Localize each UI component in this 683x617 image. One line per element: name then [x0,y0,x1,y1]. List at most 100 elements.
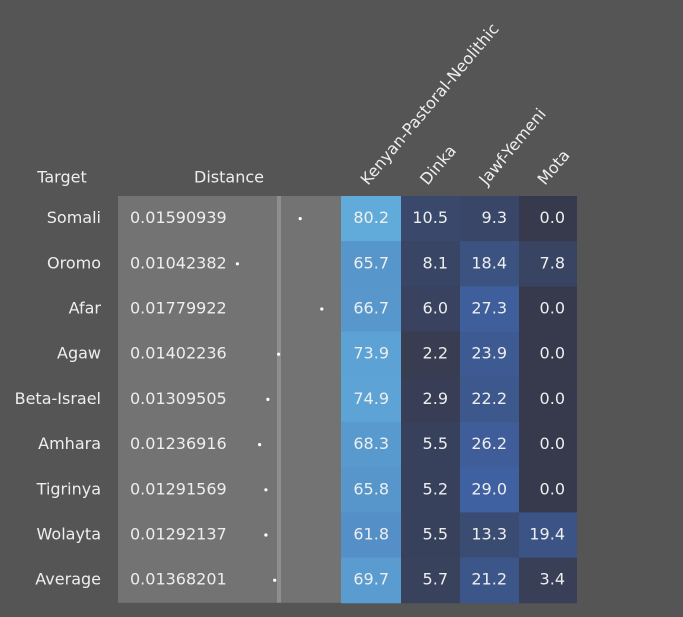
cell-value: 5.2 [423,479,448,498]
heatmap-cell [341,331,401,378]
heatmap-cell [401,286,460,333]
cell-value: 61.8 [353,525,389,544]
heatmap-cell [341,467,401,513]
heatmap-cell [519,376,577,423]
cell-value: 2.9 [423,389,448,408]
cell-value: 0.0 [540,434,565,453]
cell-value: 65.8 [353,479,389,498]
cell-value: 2.2 [423,344,448,363]
heatmap-cell [341,557,401,604]
cell-value: 68.3 [353,434,389,453]
cell-value: 13.3 [471,525,507,544]
distance-value: 0.01236916 [130,434,227,453]
cell-value: 69.7 [353,570,389,589]
distance-divider [277,196,281,603]
distance-value: 0.01779922 [130,299,227,318]
distance-dot [264,533,268,537]
heatmap-cell [401,422,460,468]
distance-value: 0.01368201 [130,570,227,589]
heatmap-cell [341,286,401,333]
cell-value: 19.4 [529,525,565,544]
distance-dot [273,578,277,582]
heatmap-cell [401,557,460,604]
heatmap-cell [401,241,460,287]
distance-value: 0.01590939 [130,208,227,227]
distance-dot [298,217,302,221]
distance-dot [277,352,281,356]
target-label: Amhara [38,434,101,453]
distance-value: 0.01309505 [130,389,227,408]
heatmap-cell [341,422,401,468]
heatmap-cell [519,422,577,468]
heatmap-cell [460,557,519,604]
cell-value: 80.2 [353,208,389,227]
heatmap-cell [460,196,519,242]
heatmap-cell [460,331,519,378]
heatmap-cell [519,512,577,559]
distance-value: 0.01402236 [130,344,227,363]
target-label: Wolayta [37,525,101,544]
distance-dot [235,262,239,266]
target-header: Target [36,168,87,187]
cell-value: 26.2 [471,434,507,453]
heatmap-cell [401,376,460,423]
heatmap-cell [341,376,401,423]
cell-value: 5.7 [423,570,448,589]
heatmap-cell [401,331,460,378]
cell-value: 29.0 [471,479,507,498]
target-label: Oromo [47,253,101,272]
cell-value: 0.0 [540,299,565,318]
cell-value: 73.9 [353,344,389,363]
heatmap-cell [460,286,519,333]
heatmap-cell [460,512,519,559]
distance-panel-right [281,196,341,603]
heatmap-cell [519,467,577,513]
cell-value: 23.9 [471,344,507,363]
heatmap-cell [341,196,401,242]
distance-dot [320,307,324,311]
cell-value: 22.2 [471,389,507,408]
cell-value: 9.3 [482,208,507,227]
cell-value: 0.0 [540,389,565,408]
cell-value: 21.2 [471,570,507,589]
cell-value: 6.0 [423,299,448,318]
distance-dot [266,397,270,401]
cell-value: 3.4 [540,570,565,589]
cell-value: 27.3 [471,299,507,318]
cell-value: 0.0 [540,344,565,363]
target-label: Somali [47,208,101,227]
cell-value: 8.1 [423,253,448,272]
heatmap-cell [460,467,519,513]
source-header-dinka: Dinka [416,141,460,188]
target-label: Afar [69,299,102,318]
distance-value: 0.01042382 [130,253,227,272]
heatmap-cell [460,241,519,287]
target-label: Beta-Israel [15,389,101,408]
distance-header: Distance [194,168,264,187]
target-label: Average [35,570,101,589]
target-label: Tigrinya [36,479,101,498]
distance-value: 0.01292137 [130,525,227,544]
distance-panel [118,196,277,603]
source-header-mota: Mota [534,146,574,189]
heatmap-cell [460,422,519,468]
heatmap-cell [401,512,460,559]
distance-dot [264,488,268,492]
target-label: Agaw [57,344,101,363]
cell-value: 66.7 [353,299,389,318]
heatmap-cell [519,331,577,378]
cell-value: 5.5 [423,434,448,453]
heatmap-cell [519,557,577,604]
cell-value: 0.0 [540,479,565,498]
cell-value: 74.9 [353,389,389,408]
cell-value: 65.7 [353,253,389,272]
heatmap-cell [401,467,460,513]
heatmap-cell [341,512,401,559]
cell-value: 5.5 [423,525,448,544]
cell-value: 7.8 [540,253,565,272]
heatmap-cell [519,196,577,242]
heatmap-cell [519,286,577,333]
cell-value: 18.4 [471,253,507,272]
heatmap-cell [519,241,577,287]
distance-value: 0.01291569 [130,479,227,498]
